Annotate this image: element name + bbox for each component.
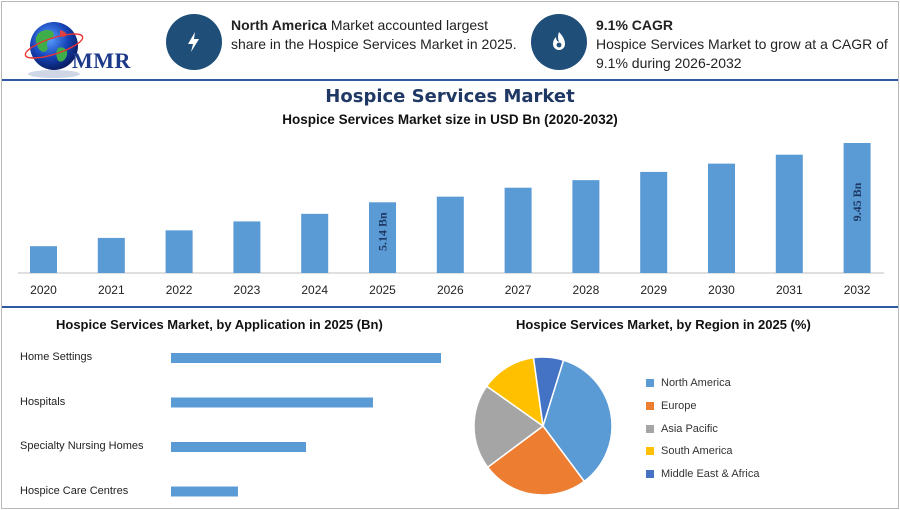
logo-text: MMR [72,48,131,73]
bar-2020 [30,246,57,273]
bar-2032 [843,143,871,273]
legend-label-asia-pacific: Asia Pacific [661,422,718,435]
legend-swatch-north-america [646,379,654,388]
hbar-home-settings [171,353,441,363]
hbar-specialty-nursing-homes [171,442,306,452]
legend-item-asia-pacific: Asia Pacific [646,417,759,440]
bar-2030 [708,163,735,273]
bar-2028 [572,180,600,273]
bar-2031 [775,154,803,273]
pie-slice-south-america [485,356,544,428]
info2-bold: 9.1% CAGR [596,17,674,33]
x-tick-2032: 2032 [844,283,871,297]
legend-label-north-america: North America [661,377,731,390]
mmr-logo [16,18,144,78]
bar-2021 [97,237,125,273]
x-tick-2029: 2029 [640,283,667,297]
x-tick-2027: 2027 [505,283,532,297]
legend-label-south-america: South America [661,445,733,458]
legend-swatch-europe [646,402,654,411]
x-tick-2025: 2025 [369,283,396,297]
data-label-2025: 5.14 Bn [376,212,390,251]
hbar-hospitals [171,397,373,408]
chart-subtitle: Hospice Services Market size in USD Bn (… [282,112,618,127]
bar-2022 [165,230,193,273]
info1-badge [166,14,222,70]
region-chart-title: Hospice Services Market, by Region in 20… [516,317,811,332]
hbar-label-specialty-nursing-homes: Specialty Nursing Homes [20,440,144,452]
x-tick-2026: 2026 [437,283,464,297]
info1-bold: North America [231,17,327,33]
x-tick-2031: 2031 [776,283,803,297]
x-tick-2024: 2024 [301,283,328,297]
legend-swatch-middle-east-africa [646,470,654,479]
pie-slice-asia-pacific [473,385,545,469]
bar-2023 [233,221,261,273]
x-tick-2028: 2028 [573,283,600,297]
legend-item-europe: Europe [646,395,759,418]
legend-item-middle-east-africa: Middle East & Africa [646,463,759,486]
growth-flame-icon [553,32,565,50]
lightning-icon [188,32,199,52]
info2-text: 9.1% CAGR Hospice Services Market to gro… [596,16,888,73]
x-tick-2021: 2021 [98,283,125,297]
hbar-label-hospitals: Hospitals [20,395,66,408]
legend-label-middle-east-africa: Middle East & Africa [661,468,760,481]
hbar-label-hospice-care-centres: Hospice Care Centres [20,484,129,497]
bar-2024 [301,213,329,273]
data-label-2032: 9.45 Bn [850,182,864,221]
hbar-label-home-settings: Home Settings [20,351,93,363]
region-legend: North America Europe Asia Pacific South Ame… [646,372,759,485]
legend-item-south-america: South America [646,440,759,463]
legend-label-europe: Europe [661,400,697,413]
bar-2026 [436,196,464,273]
pie-slice-north-america [542,359,613,483]
x-tick-2030: 2030 [708,283,735,297]
middle-divider [2,306,898,308]
globe-icon [24,22,84,78]
x-tick-2022: 2022 [166,283,193,297]
header-divider [2,79,898,81]
bar-2027 [504,187,532,273]
info2-badge [531,14,587,70]
info1-body: Market accounted largest share in the Ho… [231,17,517,52]
x-tick-2020: 2020 [30,283,57,297]
bar-2025 [369,202,396,273]
x-tick-2023: 2023 [234,283,261,297]
info2-body: Hospice Services Market to grow at a CAG… [596,36,888,71]
pie-slice-europe [486,424,586,496]
hbar-hospice-care-centres [171,486,238,497]
info1-text: North America Market accounted largest s… [231,16,521,54]
application-chart-title: Hospice Services Market, by Application … [56,317,383,332]
legend-item-north-america: North America [646,372,759,395]
legend-swatch-asia-pacific [646,424,654,433]
main-title: Hospice Services Market [325,86,575,107]
bar-2029 [640,171,668,273]
pie-slice-middle-east-africa [532,356,565,427]
legend-swatch-south-america [646,447,654,456]
